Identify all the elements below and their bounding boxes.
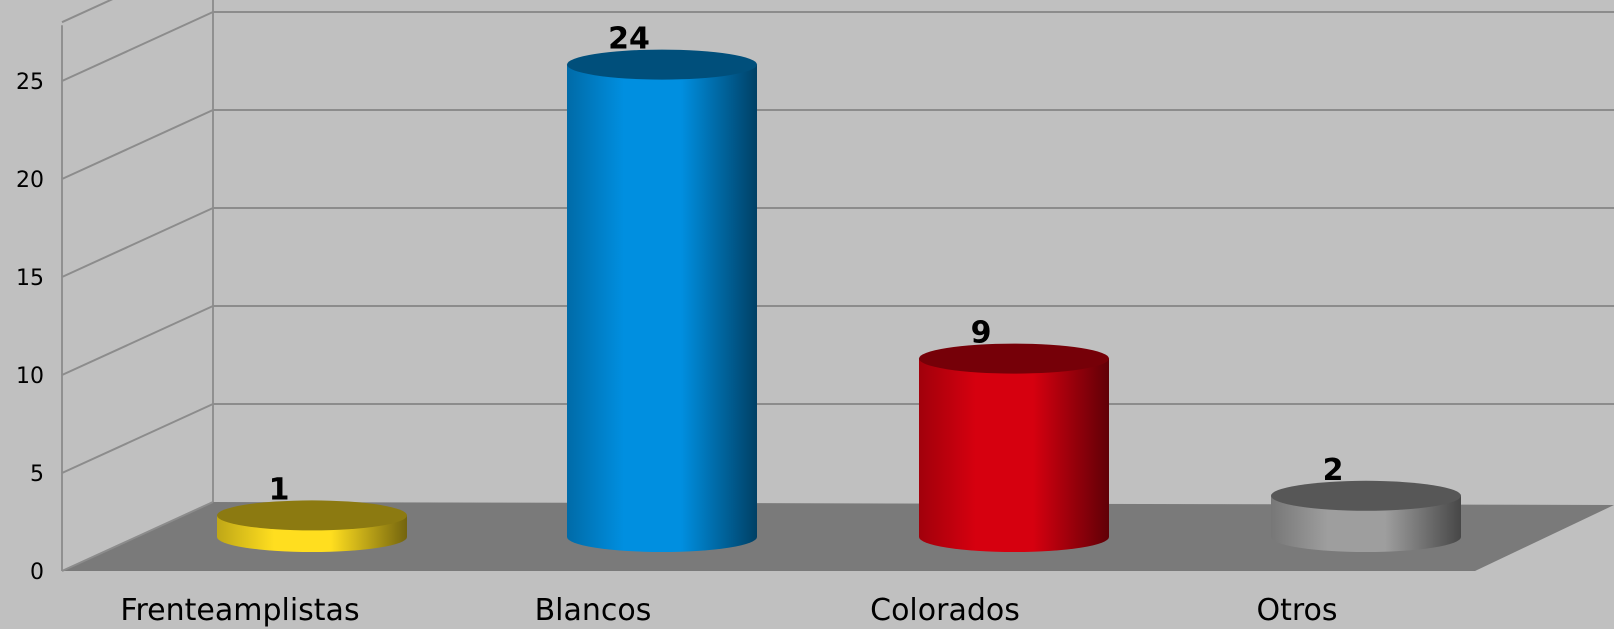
bar-body xyxy=(567,64,757,552)
data-label: 2 xyxy=(1323,453,1344,488)
chart-floor xyxy=(62,502,1614,571)
bar-otros xyxy=(1271,480,1461,552)
bar-top xyxy=(567,49,757,80)
data-label: 1 xyxy=(269,472,290,507)
y-tick-label: 0 xyxy=(30,560,44,585)
x-category-label: Colorados xyxy=(870,593,1020,628)
bar-series xyxy=(217,49,1461,552)
data-label: 9 xyxy=(971,316,992,351)
side-wall-gridline xyxy=(61,403,214,474)
bar-frenteamplistas xyxy=(217,500,407,552)
bar-top xyxy=(217,500,407,531)
side-wall-gridline xyxy=(61,207,214,278)
chart-walls xyxy=(61,0,1614,571)
side-wall-gridline xyxy=(61,501,214,572)
bar-colorados xyxy=(919,343,1109,552)
x-category-label: Blancos xyxy=(535,593,652,628)
y-axis-tick-labels: 0 5 10 15 20 25 xyxy=(16,70,44,585)
y-tick-label: 15 xyxy=(16,266,44,291)
y-tick-label: 10 xyxy=(16,364,44,389)
data-label: 24 xyxy=(608,22,650,57)
x-category-label: Frenteamplistas xyxy=(120,593,359,628)
bar-body xyxy=(919,358,1109,552)
data-labels: 1 24 9 2 xyxy=(269,22,1344,508)
y-tick-label: 5 xyxy=(30,462,44,487)
y-gridlines xyxy=(61,0,1614,572)
side-wall-gridline xyxy=(61,11,214,82)
side-wall-gridline xyxy=(61,305,214,376)
side-wall-gridline xyxy=(61,0,113,24)
bar-top xyxy=(1271,480,1461,511)
bar-blancos xyxy=(567,49,757,552)
bar-body xyxy=(1271,495,1461,552)
y-tick-label: 20 xyxy=(16,168,44,193)
y-tick-label: 25 xyxy=(16,70,44,95)
bar-top xyxy=(919,343,1109,374)
side-wall-gridline xyxy=(61,109,214,180)
x-category-label: Otros xyxy=(1256,593,1337,628)
x-axis-category-labels: Frenteamplistas Blancos Colorados Otros xyxy=(120,593,1337,628)
